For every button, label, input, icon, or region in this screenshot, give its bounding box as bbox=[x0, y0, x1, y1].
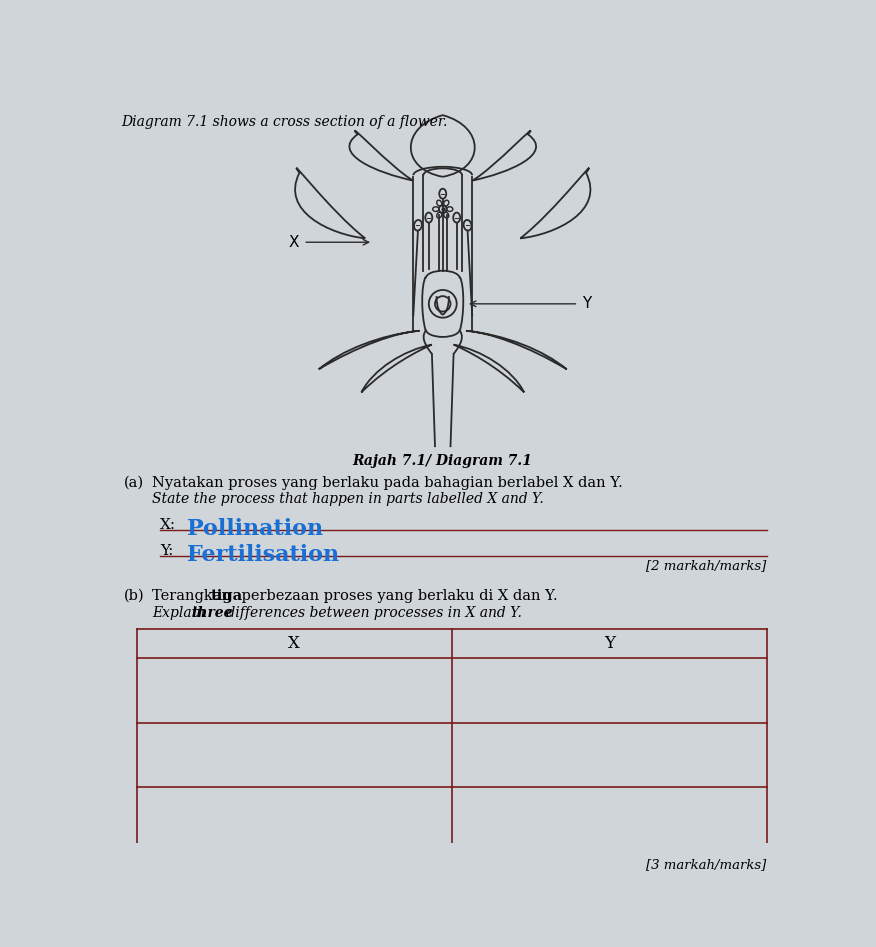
Text: (b): (b) bbox=[124, 589, 144, 602]
Text: (a): (a) bbox=[124, 475, 144, 490]
Text: [2 markah/marks]: [2 markah/marks] bbox=[646, 560, 766, 573]
Text: Rajah 7.1/ Diagram 7.1: Rajah 7.1/ Diagram 7.1 bbox=[353, 454, 533, 468]
Text: Y:: Y: bbox=[160, 545, 173, 558]
Text: tiga: tiga bbox=[210, 589, 243, 602]
Text: X: X bbox=[288, 634, 300, 652]
Text: State the process that happen in parts labelled X and Y.: State the process that happen in parts l… bbox=[152, 492, 544, 507]
Text: Y: Y bbox=[604, 634, 615, 652]
Text: [3 markah/marks]: [3 markah/marks] bbox=[646, 858, 766, 871]
Text: X:: X: bbox=[160, 518, 176, 532]
Text: three: three bbox=[191, 606, 232, 619]
Text: Explain: Explain bbox=[152, 606, 209, 619]
Text: Pollination: Pollination bbox=[187, 518, 323, 540]
Text: Fertilisation: Fertilisation bbox=[187, 545, 339, 566]
Text: perbezaan proses yang berlaku di X dan Y.: perbezaan proses yang berlaku di X dan Y… bbox=[237, 589, 557, 602]
Text: Nyatakan proses yang berlaku pada bahagian berlabel X dan Y.: Nyatakan proses yang berlaku pada bahagi… bbox=[152, 475, 623, 490]
Text: Diagram 7.1 shows a cross section of a flower.: Diagram 7.1 shows a cross section of a f… bbox=[121, 116, 448, 129]
Text: Terangkan: Terangkan bbox=[152, 589, 236, 602]
Text: Y: Y bbox=[583, 296, 591, 312]
Text: X: X bbox=[289, 235, 300, 250]
Text: differences between processes in X and Y.: differences between processes in X and Y… bbox=[222, 606, 522, 619]
